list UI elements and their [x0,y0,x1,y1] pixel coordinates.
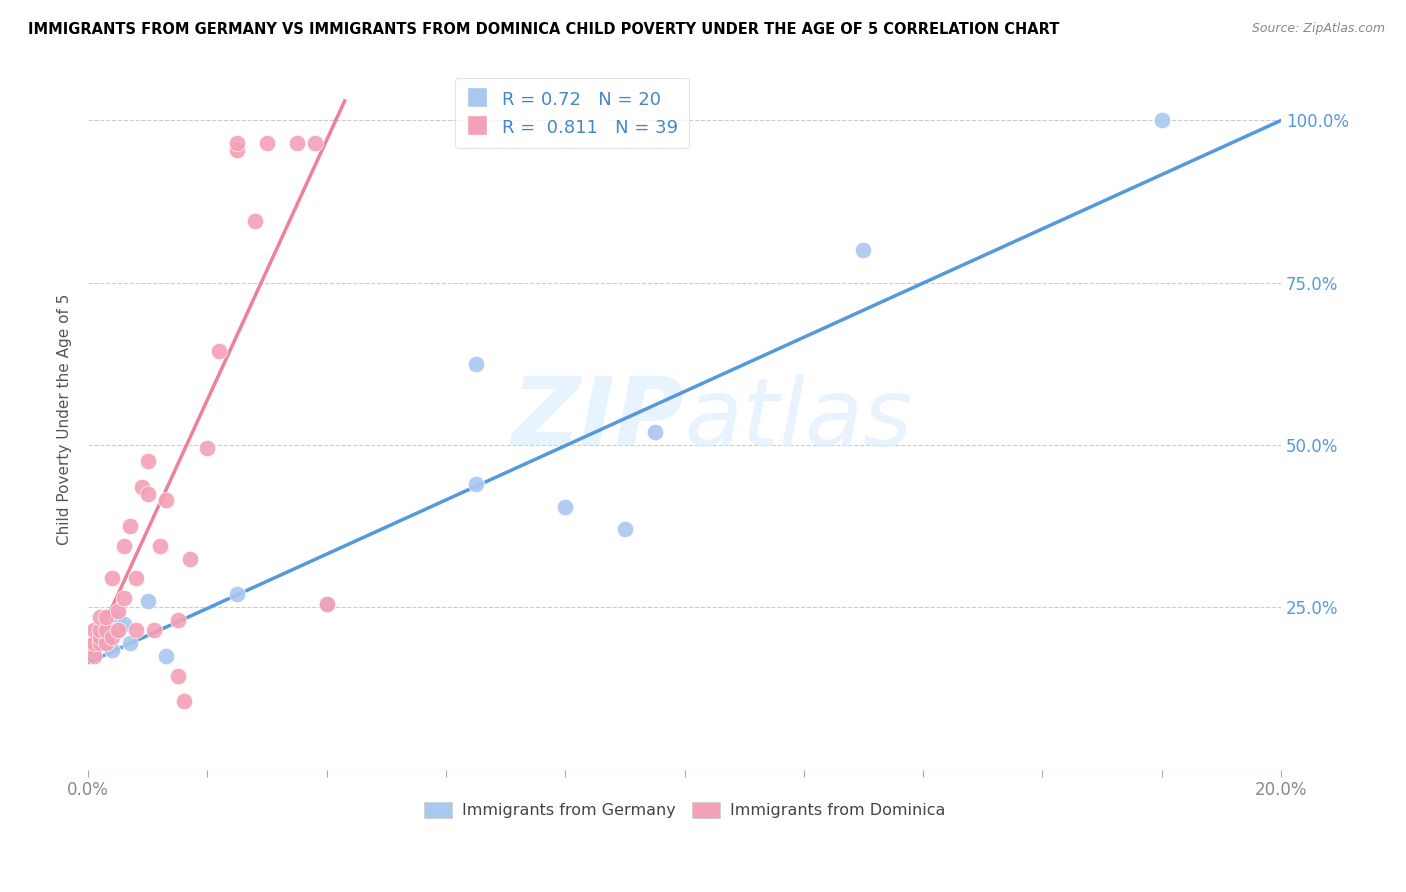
Legend: Immigrants from Germany, Immigrants from Dominica: Immigrants from Germany, Immigrants from… [418,796,952,825]
Point [107,623,129,637]
Point [554,500,576,514]
Point [179,551,201,566]
Point [155,648,177,663]
Point [94,636,117,650]
Text: IMMIGRANTS FROM GERMANY VS IMMIGRANTS FROM DOMINICA CHILD POVERTY UNDER THE AGE : IMMIGRANTS FROM GERMANY VS IMMIGRANTS FR… [28,22,1060,37]
Point [112,616,135,631]
Point [125,623,148,637]
Point [197,442,219,456]
Point [83,642,105,657]
Point [315,597,337,611]
Point [285,136,308,151]
Point [83,623,105,637]
Point [125,571,148,585]
Point [226,143,249,157]
Point [112,591,135,605]
Point [101,571,124,585]
Point [107,604,129,618]
Point [166,613,188,627]
Y-axis label: Child Poverty Under the Age of 5: Child Poverty Under the Age of 5 [58,293,72,545]
Point [315,597,337,611]
Point [94,623,117,637]
Point [80,640,103,654]
Point [644,425,666,439]
Point [1150,113,1173,128]
Point [94,623,117,637]
Point [464,357,486,371]
Point [155,493,177,508]
Point [173,694,195,708]
Point [613,523,636,537]
Point [101,642,124,657]
Point [136,487,159,501]
Point [304,136,326,151]
Point [166,668,188,682]
Point [94,610,117,624]
Point [149,539,172,553]
Text: atlas: atlas [685,374,912,465]
Point [243,214,266,228]
Point [83,648,105,663]
Point [89,623,111,637]
Point [118,636,141,650]
Point [142,623,165,637]
Point [107,610,129,624]
Point [89,610,111,624]
Point [101,630,124,644]
Point [89,630,111,644]
Point [94,636,117,650]
Point [83,636,105,650]
Point [89,630,111,644]
Point [112,539,135,553]
Point [136,594,159,608]
Point [208,343,231,358]
Point [131,480,153,494]
Point [852,244,875,258]
Point [107,623,129,637]
Text: Source: ZipAtlas.com: Source: ZipAtlas.com [1251,22,1385,36]
Point [226,587,249,601]
Text: ZIP: ZIP [512,373,685,465]
Point [464,477,486,491]
Point [118,519,141,533]
Point [89,636,111,650]
Point [256,136,278,151]
Point [136,454,159,468]
Point [226,136,249,151]
